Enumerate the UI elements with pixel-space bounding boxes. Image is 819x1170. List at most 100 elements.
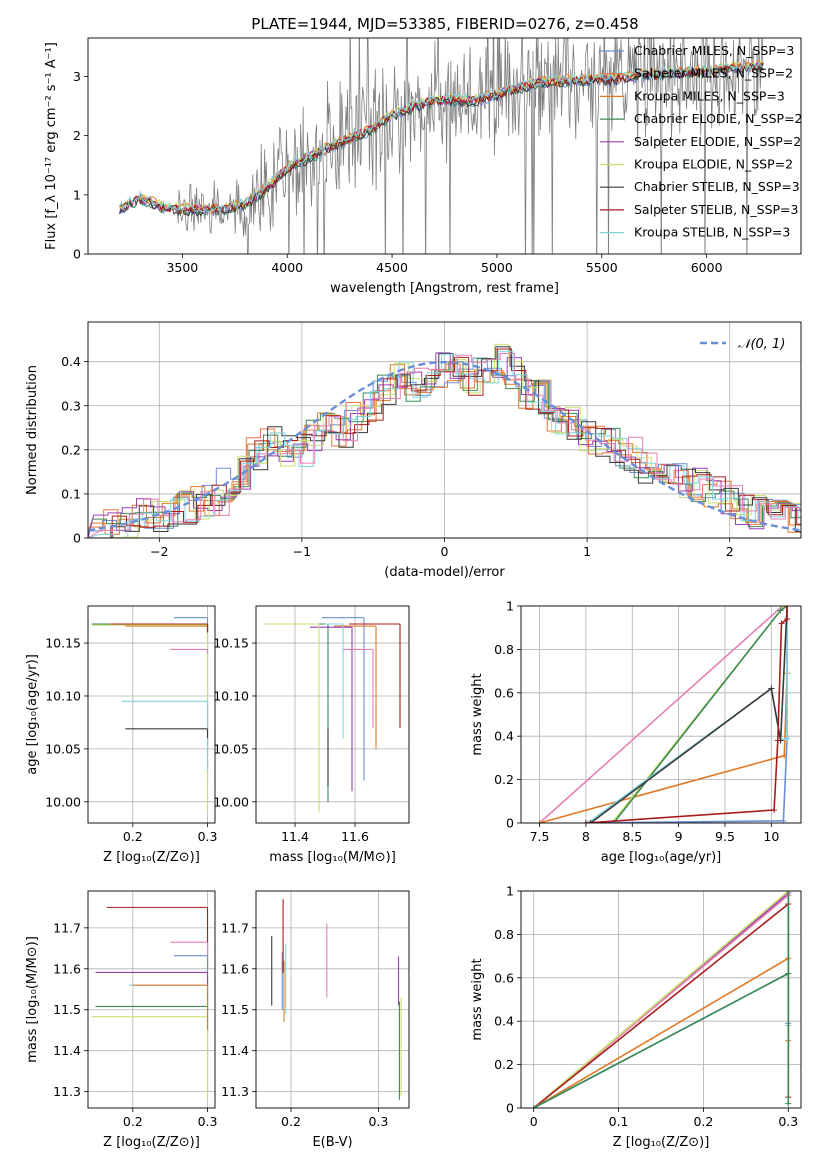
panel-age-vs-Z: 0.2 0.3 10.00 10.05 10.10 10.15 Z [log₁₀(Z/Z⊙)… [25, 605, 218, 865]
y-tick-label: 11.5 [53, 1002, 81, 1017]
x-tick-label: 5000 [481, 260, 513, 275]
weight-line-7 [585, 606, 788, 823]
y-tick-label: 0.4 [61, 354, 81, 369]
plot-area [91, 617, 209, 813]
x-tick-label: 0.3 [368, 1114, 388, 1129]
weight-marker [536, 820, 543, 823]
weight-marker [768, 685, 775, 692]
weight-line-4 [585, 606, 788, 823]
legend-label-6: Chabrier STELIB, N_SSP=3 [634, 179, 800, 194]
weight-line-2 [533, 891, 789, 1108]
y-tick-label: 10.00 [45, 794, 81, 809]
plot-area [530, 891, 792, 1108]
plot-area [119, 38, 764, 254]
x-tick-label: 0.2 [123, 1114, 143, 1129]
legend-name: Salpeter MILES, [634, 66, 736, 81]
plot-area [271, 899, 402, 1100]
axes-frame [87, 890, 216, 1109]
weight-line-6 [590, 606, 788, 823]
x-tick-label: 4500 [376, 260, 408, 275]
y-axis-label: mass [log₁₀(M/M⊙)] [25, 936, 40, 1063]
axes-frame [520, 890, 802, 1109]
legend-label-3: Chabrier ELODIE, N_SSP=2 [634, 111, 803, 126]
y-tick-label: 2 [73, 128, 81, 143]
y-tick-label: 0.4 [494, 729, 514, 744]
x-axis-label: E(B-V) [312, 1135, 352, 1150]
y-tick-label: 11.4 [221, 1043, 249, 1058]
x-tick-label: 11.4 [281, 829, 309, 844]
x-tick-label: 7.5 [530, 829, 550, 844]
weight-marker [784, 616, 791, 623]
legend-nssp: N_SSP=3 [737, 43, 794, 58]
axes-frame [87, 321, 802, 539]
model-spectrum-7 [119, 62, 764, 215]
weight-line-3 [613, 606, 788, 823]
legend-label-4: Salpeter ELODIE, N_SSP=2 [634, 134, 801, 149]
plot-area [265, 617, 401, 813]
weight-line-5 [587, 606, 788, 823]
legend-nssp: N_SSP=2 [736, 157, 793, 172]
y-tick-label: 0.3 [61, 398, 81, 413]
plot-area [91, 906, 209, 1100]
residual-hist-5 [88, 343, 801, 538]
axes-frame [255, 605, 410, 824]
x-tick-label: 0.3 [198, 1114, 218, 1129]
panel-mass-vs-ebv: 0.2 0.3 11.3 11.4 11.5 11.6 11.7 E(B-V) [221, 890, 410, 1150]
y-tick-label: 1 [73, 187, 81, 202]
legend-nssp: N_SSP=3 [727, 88, 784, 103]
panel-weight-vs-age: 7.5 8 8.5 9 9.5 10 0 0.2 0.4 0.6 0.8 1 age [log₁₀(ag… [470, 599, 802, 865]
legend-label-5: Kroupa ELODIE, N_SSP=2 [634, 157, 793, 172]
y-tick-label: 10.05 [213, 741, 249, 756]
weight-marker [530, 1105, 537, 1108]
x-tick-label: 11.6 [341, 829, 369, 844]
weight-marker [582, 820, 589, 823]
x-axis-label: mass [log₁₀(M/M⊙)] [269, 850, 396, 865]
x-axis-label: age [log₁₀(age/yr)] [601, 850, 722, 865]
y-tick-label: 11.4 [53, 1043, 81, 1058]
x-tick-label: 1 [583, 544, 591, 559]
y-tick-label: 11.7 [221, 920, 249, 935]
weight-marker [771, 806, 778, 813]
x-tick-label: 8 [582, 829, 590, 844]
panel-age-vs-mass: 11.4 11.6 10.00 10.05 10.10 10.15 mass [log₁₀(… [213, 605, 410, 865]
residual-hist-0 [88, 357, 801, 538]
y-tick-label: 3 [73, 69, 81, 84]
residual-hist-8 [88, 350, 801, 538]
y-axis-label: Normed distribution [25, 365, 40, 495]
residual-hist-2 [88, 364, 801, 538]
x-tick-label: 10 [763, 829, 779, 844]
y-tick-label: 11.3 [221, 1084, 249, 1099]
y-tick-label: 10.10 [45, 688, 81, 703]
x-tick-label: 0.3 [198, 829, 218, 844]
axes-frame [520, 605, 802, 824]
y-tick-label: 10.05 [45, 741, 81, 756]
y-tick-label: 1 [506, 599, 514, 614]
x-tick-label: 3500 [166, 260, 198, 275]
x-axis-label: Z [log₁₀(Z/Z⊙)] [103, 850, 200, 865]
y-tick-label: 11.6 [221, 961, 249, 976]
weight-line-7 [533, 891, 790, 1108]
legend-nssp: N_SSP=3 [733, 225, 790, 240]
y-tick-label: 0 [506, 1101, 514, 1116]
weight-marker [784, 606, 791, 609]
weight-marker [777, 607, 784, 614]
weight-marker [785, 970, 792, 977]
legend-label-2: Kroupa MILES, N_SSP=3 [634, 88, 785, 103]
y-tick-label: 0.1 [61, 486, 81, 501]
x-tick-label: 9 [675, 829, 683, 844]
legend-nssp: N_SSP=3 [742, 179, 799, 194]
weight-marker [785, 1100, 792, 1107]
legend-name: Kroupa STELIB, [634, 225, 733, 240]
legend-name: Chabrier ELODIE, [634, 111, 745, 126]
legend-label-0: Chabrier MILES, N_SSP=3 [634, 43, 794, 58]
y-axis-label: Flux [f_λ 10⁻¹⁷ erg cm⁻² s⁻¹ A⁻¹] [44, 42, 59, 250]
panel-residuals: −2 −1 0 1 2 0 0.1 0.2 0.3 0.4 (data-model)/error No… [25, 321, 802, 580]
x-tick-label: 0 [441, 544, 449, 559]
x-axis-label: wavelength [Angstrom, rest frame] [330, 281, 559, 296]
x-tick-label: 0.3 [778, 1114, 798, 1129]
axes-frame [255, 890, 410, 1109]
plot-area [536, 606, 791, 823]
y-tick-label: 0.2 [494, 772, 514, 787]
legend-name: Salpeter STELIB, [634, 202, 741, 217]
weight-marker [784, 735, 791, 742]
